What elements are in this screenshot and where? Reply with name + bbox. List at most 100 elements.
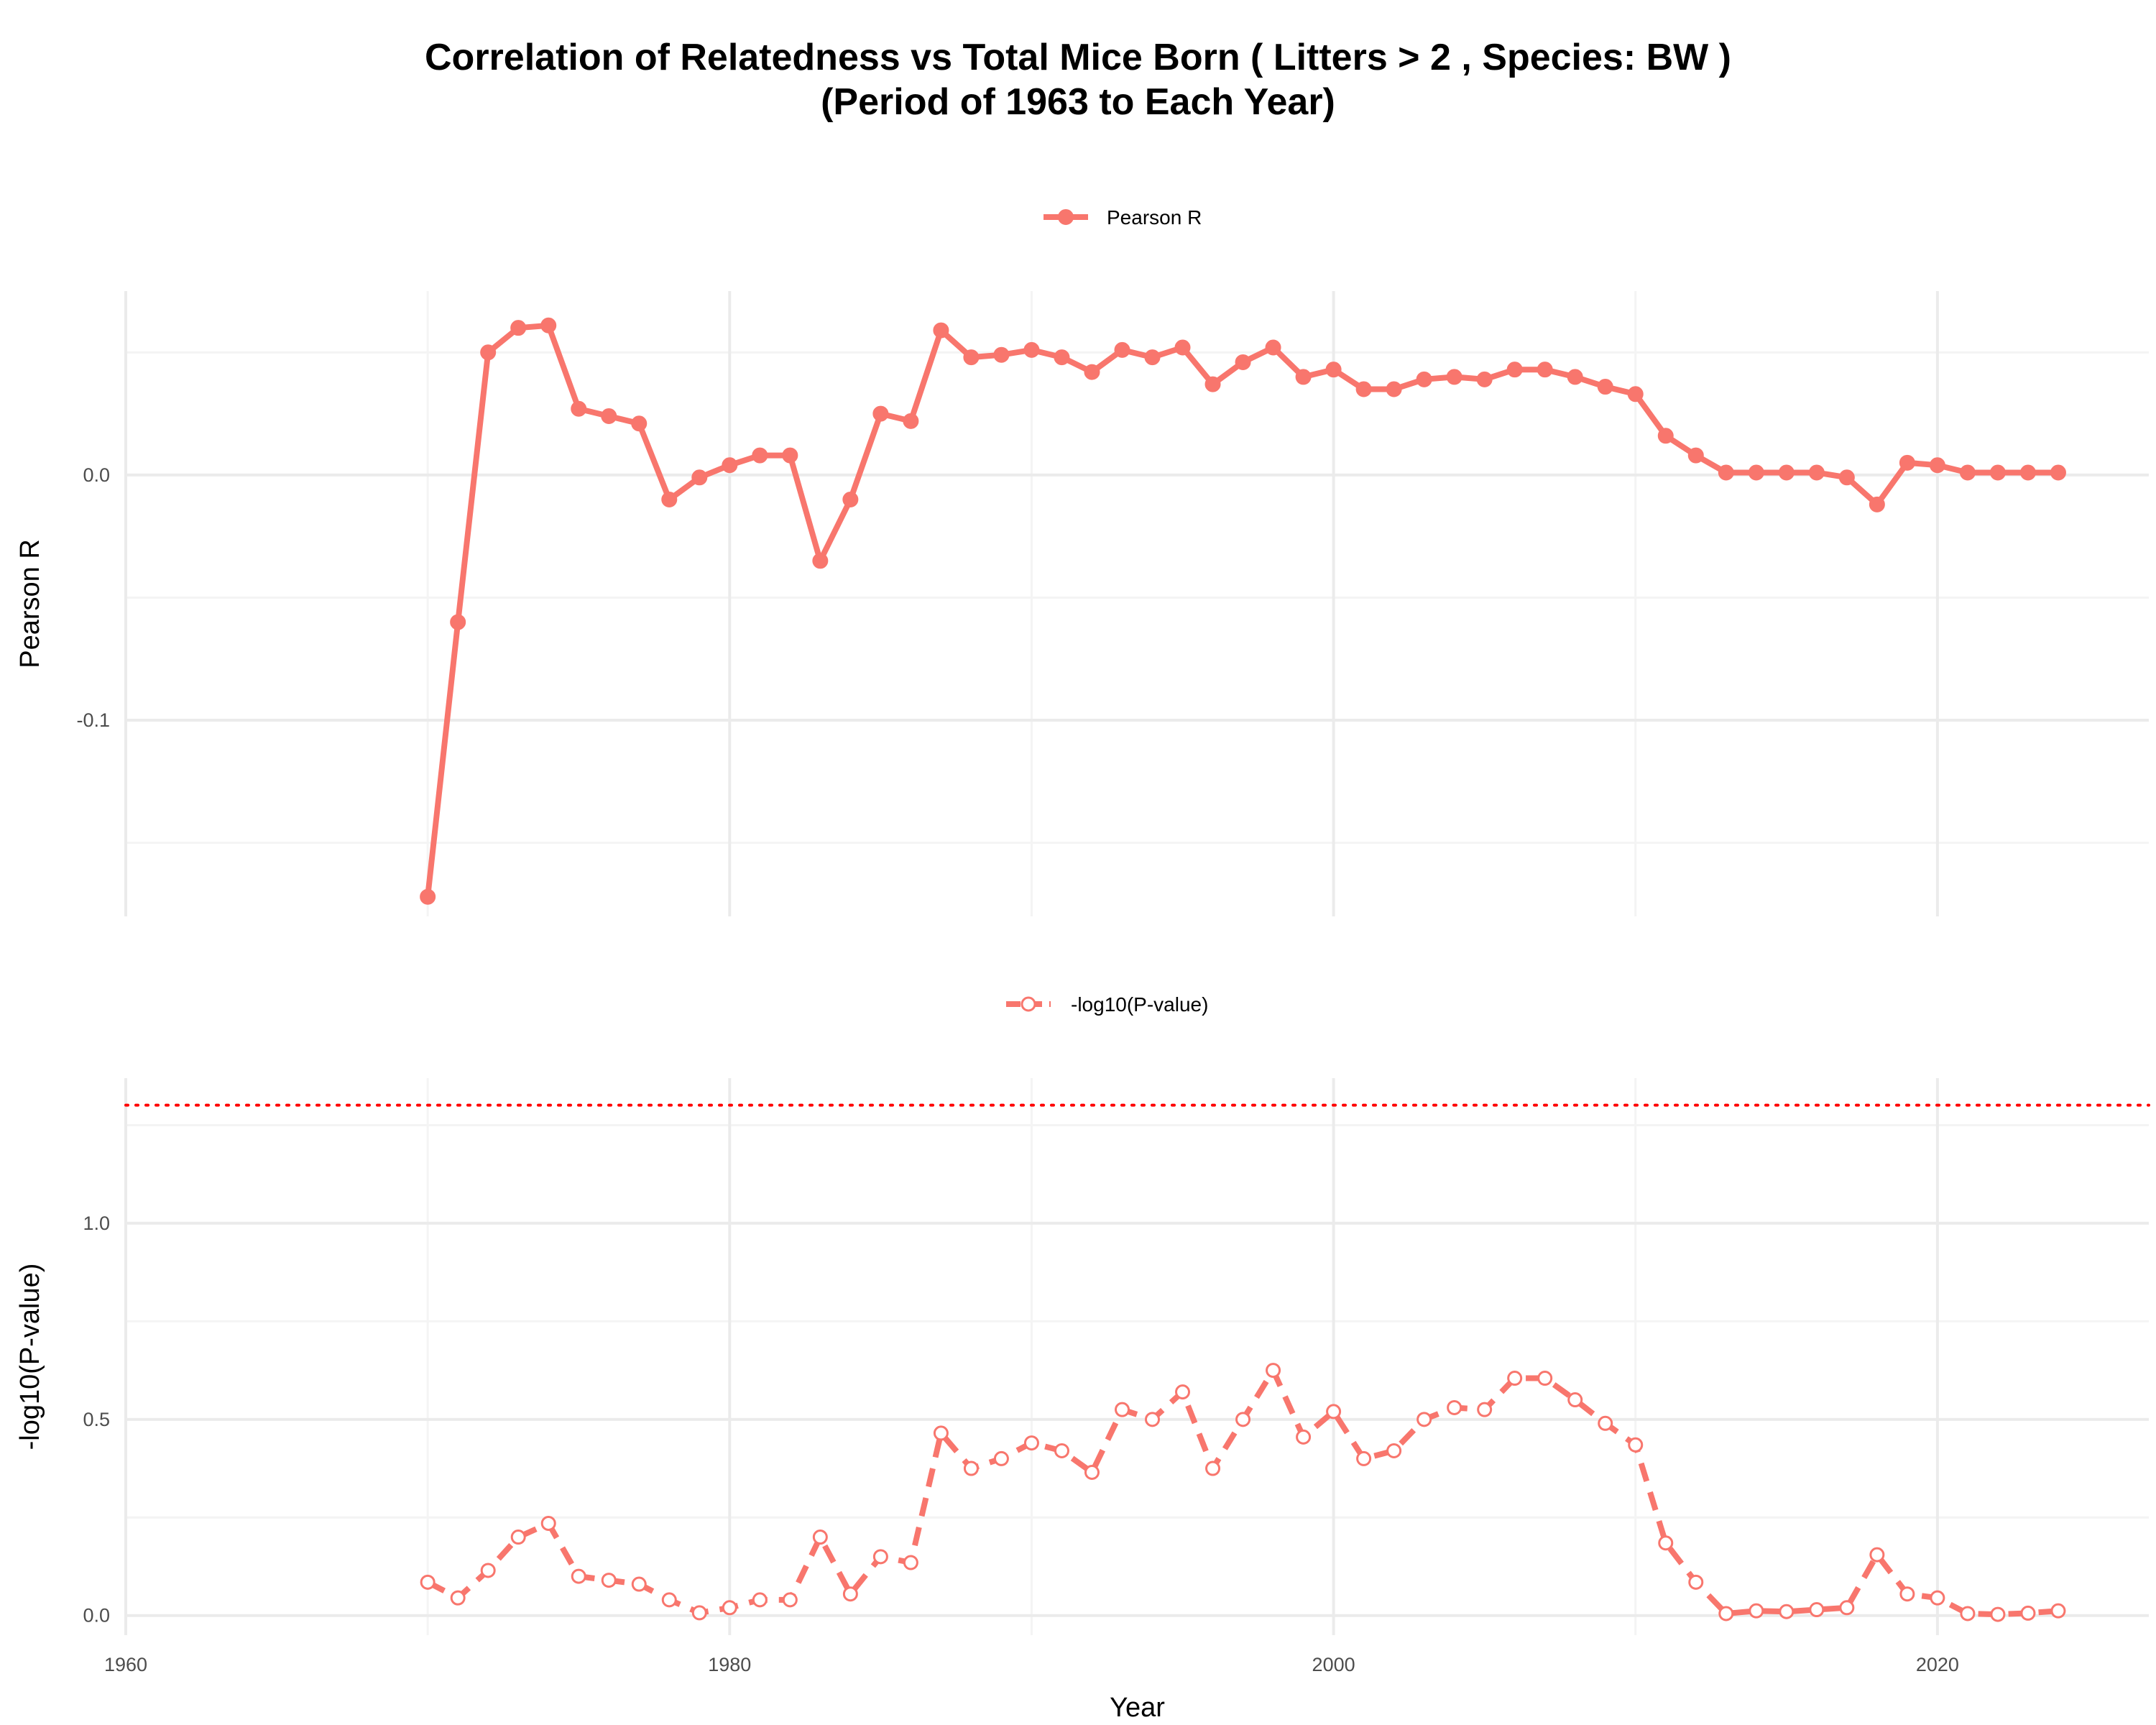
data-point [691,1605,707,1621]
data-point [2050,464,2066,481]
data-point [450,1590,466,1606]
data-point [782,447,798,464]
data-point [1687,447,1704,464]
data-point [812,553,829,569]
data-point [1145,1412,1161,1427]
data-point [420,888,436,905]
panel-2: 0.0 0.5 1.0 1960 1980 2000 2020 -log10(P-value)… [15,993,2150,1723]
data-point [1657,428,1674,444]
data-point [933,322,949,339]
data-point [722,457,738,474]
data-point [1537,362,1553,378]
data-point [1960,1606,1976,1622]
data-point [1023,341,1040,358]
data-point [1326,1404,1342,1420]
data-point [1567,369,1583,385]
data-point [993,346,1010,363]
y-tick-label: 0.0 [83,1605,110,1627]
data-point [872,405,889,422]
data-point [782,1592,798,1608]
legend-label: Pearson R [1107,206,1202,229]
data-point [1778,464,1795,481]
data-point [993,1450,1009,1466]
data-point [1809,1602,1825,1618]
data-point [1627,386,1644,402]
data-point [1718,464,1734,481]
data-point [1266,1363,1281,1379]
data-point [903,413,919,429]
data-point [1688,1574,1704,1590]
data-point [1144,349,1161,366]
x-tick-label: 1960 [104,1654,147,1675]
data-point [1989,464,2006,481]
data-point [1597,379,1613,395]
data-point [1295,369,1312,385]
data-point [1204,376,1221,392]
data-point [631,1576,647,1592]
data-point [510,320,527,336]
legend-key-marker [1021,996,1036,1012]
data-point [1628,1437,1644,1453]
data-point [1477,1402,1493,1417]
data-point [1355,381,1372,397]
data-point [1507,1371,1523,1386]
x-axis-title: Year [1110,1693,1165,1723]
data-point [480,344,497,361]
data-point [963,349,980,366]
data-point [1175,1384,1191,1400]
data-point [1325,362,1342,378]
data-point [571,1568,586,1584]
data-point [2019,464,2036,481]
data-point [1899,454,1915,471]
data-point [1718,1606,1734,1622]
data-point [1054,1443,1069,1458]
data-point [1446,369,1462,385]
data-point [1235,354,1251,370]
data-point [1930,1590,1945,1606]
data-point [1779,1604,1795,1619]
y-axis-title: -log10(P-value) [15,1264,45,1450]
data-point [1265,339,1281,356]
chart-title-line1: Correlation of Relatedness vs Total Mice… [425,37,1731,78]
data-point [842,492,859,507]
data-point [1084,364,1100,380]
data-point [631,415,648,432]
data-point [1416,371,1432,387]
data-point [1235,1412,1251,1427]
data-point [1959,464,1976,481]
data-point [1023,1435,1039,1451]
chart-title-line2: (Period of 1963 to Each Year) [821,81,1335,123]
data-point [1869,496,1885,512]
x-tick-label: 1980 [708,1654,751,1675]
data-point [752,1592,768,1608]
data-point [1114,341,1130,358]
data-point [1899,1586,1915,1602]
data-point [1084,1465,1100,1481]
y-tick-label: 1.0 [83,1213,110,1234]
series-line [426,1367,2059,1618]
data-point [540,317,557,334]
data-point [903,1555,918,1570]
y-tick-label: -0.1 [76,709,110,731]
data-point [1990,1606,2006,1622]
data-point [1658,1535,1674,1551]
data-point [601,408,617,424]
data-point [752,447,768,464]
data-point [1748,464,1764,481]
data-point [1749,1603,1764,1619]
data-point [1567,1392,1583,1408]
data-point [1476,371,1493,387]
data-point [1598,1415,1613,1431]
x-tick-label: 2020 [1916,1654,1959,1675]
data-point [812,1530,828,1545]
data-point [661,492,678,507]
data-point [722,1600,737,1616]
legend-key-marker [1058,209,1074,225]
data-point [1356,1450,1372,1466]
data-point [1054,349,1070,366]
data-point [1869,1547,1885,1563]
x-tick-label: 2000 [1312,1654,1355,1675]
data-point [1386,381,1402,397]
data-point [1386,1443,1402,1458]
